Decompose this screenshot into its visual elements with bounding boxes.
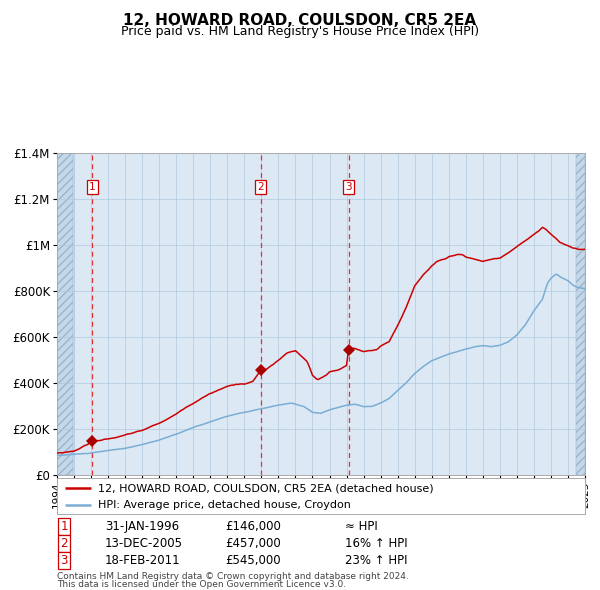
Text: £146,000: £146,000 [225, 520, 281, 533]
Text: 3: 3 [345, 182, 352, 192]
Text: HPI: Average price, detached house, Croydon: HPI: Average price, detached house, Croy… [98, 500, 351, 510]
Text: Contains HM Land Registry data © Crown copyright and database right 2024.: Contains HM Land Registry data © Crown c… [57, 572, 409, 581]
Bar [577, 153, 585, 475]
Text: £457,000: £457,000 [225, 537, 281, 550]
Text: 31-JAN-1996: 31-JAN-1996 [105, 520, 179, 533]
Text: 16% ↑ HPI: 16% ↑ HPI [345, 537, 407, 550]
Text: ≈ HPI: ≈ HPI [345, 520, 378, 533]
Text: Price paid vs. HM Land Registry's House Price Index (HPI): Price paid vs. HM Land Registry's House … [121, 25, 479, 38]
Text: 1: 1 [89, 182, 96, 192]
Text: 3: 3 [61, 554, 68, 567]
Text: 12, HOWARD ROAD, COULSDON, CR5 2EA: 12, HOWARD ROAD, COULSDON, CR5 2EA [124, 13, 476, 28]
Bar [577, 153, 585, 475]
Bar [57, 153, 73, 475]
Text: £545,000: £545,000 [225, 554, 281, 567]
Text: 13-DEC-2005: 13-DEC-2005 [105, 537, 183, 550]
Text: 1: 1 [61, 520, 68, 533]
Text: This data is licensed under the Open Government Licence v3.0.: This data is licensed under the Open Gov… [57, 579, 346, 589]
Text: 2: 2 [257, 182, 264, 192]
Text: 12, HOWARD ROAD, COULSDON, CR5 2EA (detached house): 12, HOWARD ROAD, COULSDON, CR5 2EA (deta… [98, 483, 434, 493]
Text: 23% ↑ HPI: 23% ↑ HPI [345, 554, 407, 567]
Bar [57, 153, 73, 475]
Text: 18-FEB-2011: 18-FEB-2011 [105, 554, 181, 567]
Text: 2: 2 [61, 537, 68, 550]
